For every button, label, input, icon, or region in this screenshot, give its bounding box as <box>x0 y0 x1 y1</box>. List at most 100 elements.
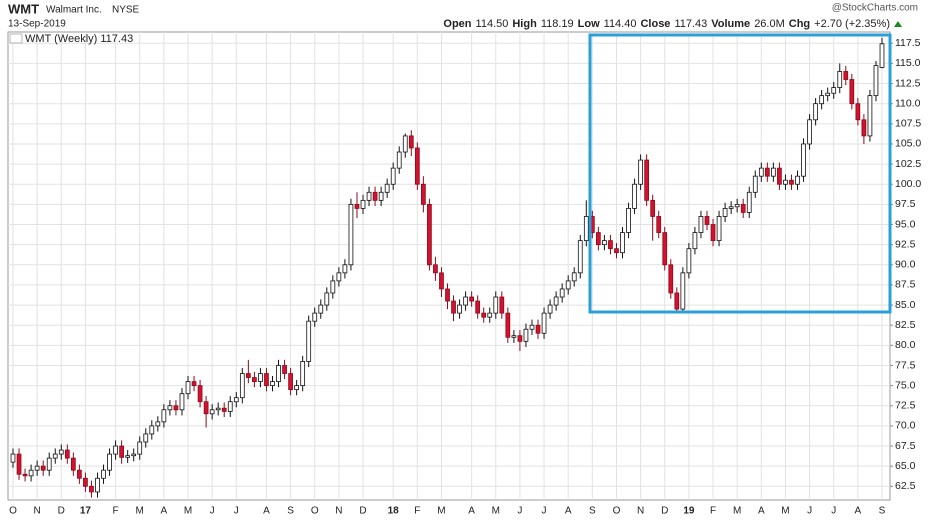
candle-body <box>173 405 179 411</box>
y-tick-label: 80.0 <box>895 339 916 351</box>
candle-body <box>487 312 493 318</box>
candle-body <box>46 457 52 471</box>
x-tick-label: F <box>710 506 716 517</box>
candle-body <box>390 167 396 185</box>
candle-body <box>64 449 70 459</box>
candle-body <box>113 445 118 455</box>
x-tick-label: J <box>234 506 239 517</box>
x-tick-label: N <box>34 506 41 517</box>
y-tick-label: 77.5 <box>895 359 916 371</box>
candle-body <box>571 272 577 282</box>
candle-body <box>596 232 601 246</box>
candle-body <box>668 264 674 294</box>
candle-body <box>28 469 34 477</box>
candle-body <box>312 312 318 322</box>
x-tick-label: O <box>9 506 17 517</box>
quote-value: 118.19 <box>541 18 574 30</box>
y-tick-label: 110.0 <box>895 97 921 109</box>
candle-body <box>215 407 221 411</box>
y-tick-label: 100.0 <box>895 178 921 190</box>
candle-body <box>34 465 40 471</box>
candle-body <box>83 477 88 487</box>
candle-body <box>565 280 571 290</box>
y-tick-label: 95.0 <box>895 218 916 230</box>
candle-body <box>366 191 372 201</box>
candle-body <box>457 304 462 314</box>
candle-body <box>758 167 764 177</box>
x-tick-label: S <box>879 506 886 517</box>
candle-body <box>481 312 487 318</box>
candle-body <box>577 240 583 274</box>
candle-body <box>408 135 414 149</box>
candle-body <box>209 409 215 415</box>
candle-body <box>632 183 637 209</box>
candle-body <box>227 401 233 412</box>
x-tick-label: F <box>414 506 420 517</box>
x-tick-label: M <box>184 506 192 517</box>
y-tick-label: 112.5 <box>895 77 921 89</box>
candle-body <box>396 151 402 169</box>
quote-label: High <box>512 18 537 30</box>
candle-body <box>831 87 837 94</box>
candle-body <box>245 373 251 378</box>
x-tick-label: O <box>613 506 621 517</box>
candle-body <box>559 288 565 298</box>
x-tick-label: A <box>758 506 765 517</box>
candle-body <box>179 393 185 411</box>
candle-body <box>505 312 511 338</box>
candle-body <box>439 272 444 290</box>
x-tick-label: N <box>637 506 644 517</box>
candle-body <box>608 240 613 250</box>
y-tick-label: 82.5 <box>895 319 916 331</box>
candle-body <box>752 175 758 193</box>
candle-body <box>849 79 855 105</box>
candle-body <box>300 361 306 387</box>
candle-body <box>801 143 806 177</box>
candle-body <box>807 119 812 145</box>
x-tick-label: M <box>733 506 741 517</box>
x-tick-label: D <box>359 506 366 517</box>
candle-body <box>650 199 656 217</box>
candle-body <box>602 240 607 246</box>
candle-body <box>58 449 64 455</box>
candle-body <box>252 377 257 382</box>
candle-body <box>191 381 197 387</box>
candle-body <box>740 203 746 213</box>
x-tick-label: S <box>589 506 596 517</box>
candle-body <box>233 397 239 403</box>
y-tick-label: 102.5 <box>895 158 921 170</box>
candle-body <box>203 401 209 415</box>
candle-body <box>746 191 752 213</box>
quote-value: 117.43 <box>674 18 707 30</box>
x-tick-label: S <box>287 506 294 517</box>
candle-body <box>427 203 432 266</box>
candle-body <box>716 216 722 242</box>
candle-body <box>783 179 788 185</box>
quote-value: 26.0M <box>754 18 785 30</box>
y-tick-label: 87.5 <box>895 279 916 291</box>
candle-body <box>795 175 800 185</box>
quote-label: Close <box>640 18 670 30</box>
candle-body <box>614 248 619 254</box>
quote-label: Volume <box>711 18 750 30</box>
x-tick-label: N <box>335 506 342 517</box>
candles <box>10 37 885 498</box>
candle-body <box>662 232 668 266</box>
x-tick-label: J <box>517 506 522 517</box>
y-tick-label: 92.5 <box>895 238 916 250</box>
candle-body <box>734 203 740 208</box>
candle-body <box>318 304 324 314</box>
candle-body <box>855 103 861 121</box>
candle-body <box>348 203 354 266</box>
candle-body <box>656 216 662 233</box>
quote-label: Low <box>578 18 600 30</box>
x-tick-label: A <box>855 506 862 517</box>
y-tick-label: 97.5 <box>895 198 916 210</box>
candle-body <box>813 103 818 121</box>
quote-value: +2.70 (+2.35%) <box>814 18 890 30</box>
candle-body <box>626 208 631 233</box>
watermark: @StockCharts.com <box>832 3 918 14</box>
plot-frame <box>7 31 891 501</box>
candle-body <box>837 71 843 88</box>
